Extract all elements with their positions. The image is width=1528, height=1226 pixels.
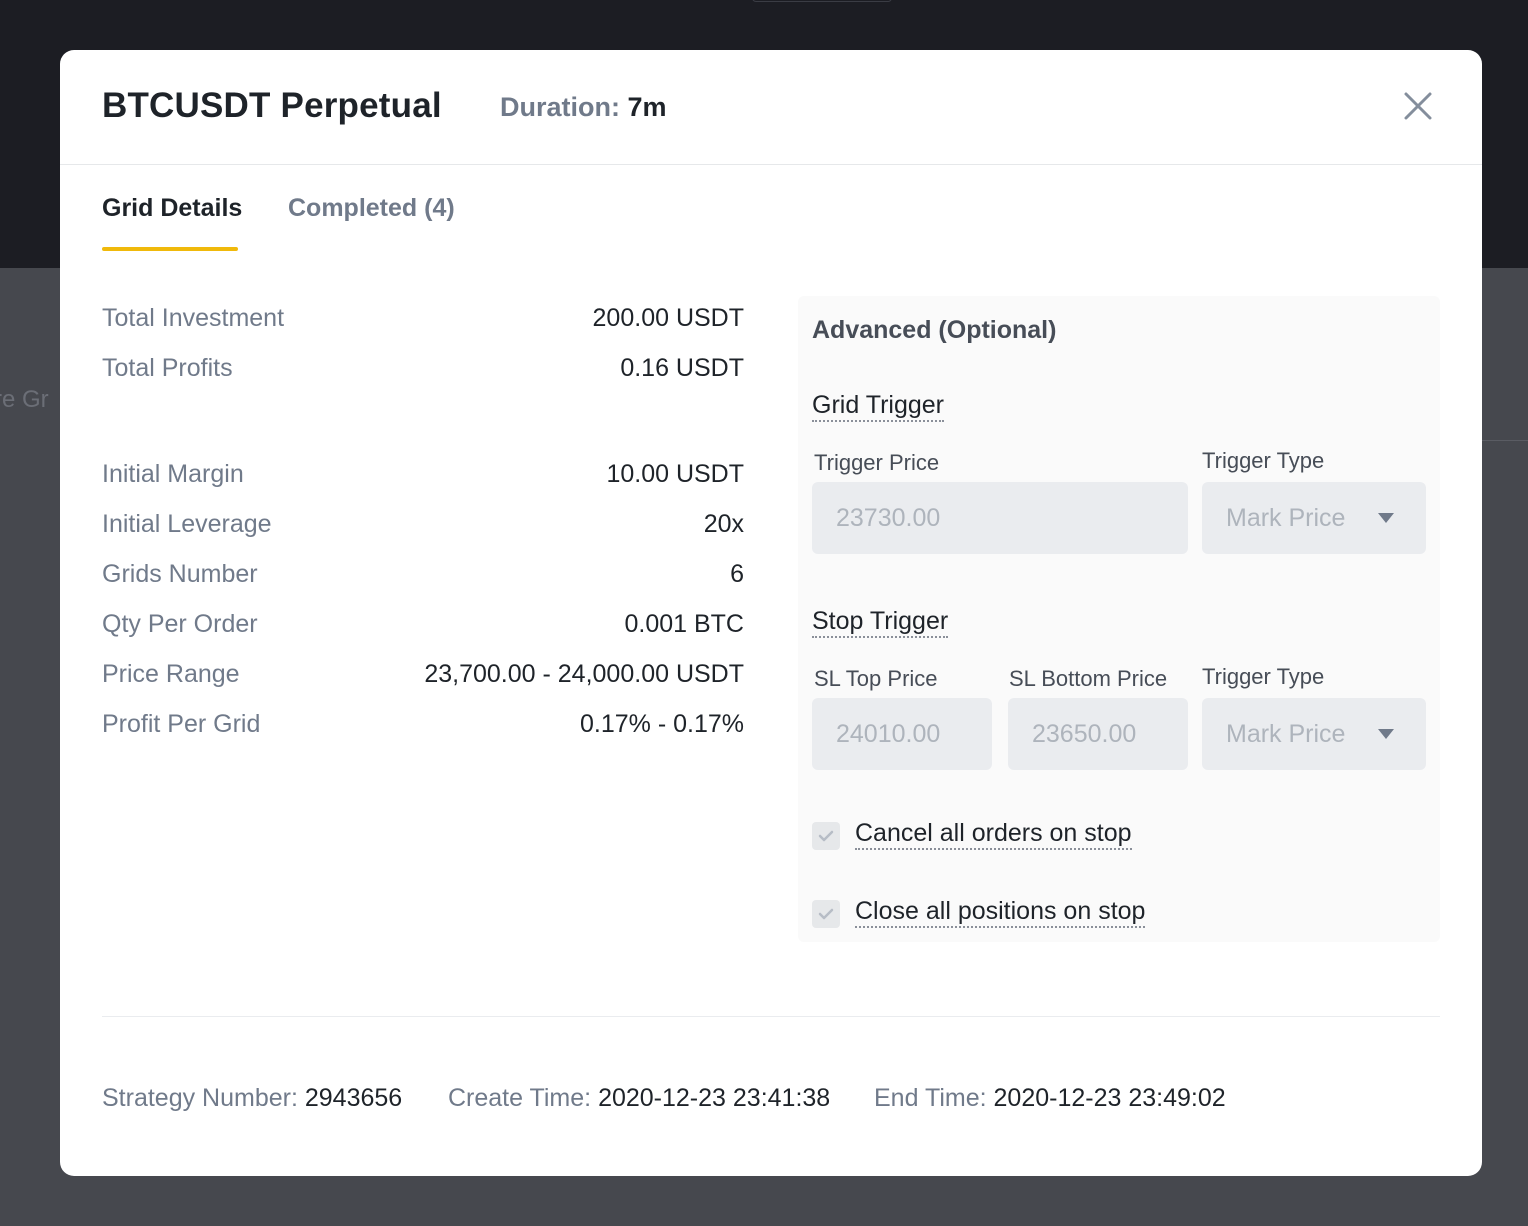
grid-trigger-title[interactable]: Grid Trigger [812, 390, 944, 422]
detail-value: 23,700.00 - 24,000.00 USDT [424, 660, 744, 688]
check-icon [818, 908, 834, 920]
detail-value: 6 [730, 560, 744, 588]
caret-down-icon [1378, 729, 1394, 739]
detail-row-profit-per-grid: Profit Per Grid 0.17% - 0.17% [102, 710, 744, 746]
modal-header: BTCUSDT Perpetual Duration: 7m [60, 50, 1482, 165]
stop-trigger-type-label: Trigger Type [1202, 664, 1325, 689]
create-time-value: 2020-12-23 23:41:38 [598, 1084, 831, 1112]
trigger-price-input[interactable]: 23730.00 [812, 482, 1188, 554]
close-button[interactable] [1398, 86, 1438, 126]
advanced-title: Advanced (Optional) [812, 316, 1057, 344]
strategy-number: Strategy Number: 2943656 [102, 1084, 402, 1113]
detail-row-price-range: Price Range 23,700.00 - 24,000.00 USDT [102, 660, 744, 696]
footer-divider [102, 1016, 1440, 1017]
grid-trigger-type-value: Mark Price [1226, 504, 1346, 532]
tab-completed[interactable]: Completed (4) [288, 194, 455, 222]
cancel-orders-label[interactable]: Cancel all orders on stop [855, 818, 1132, 850]
stop-trigger-title[interactable]: Stop Trigger [812, 606, 949, 638]
detail-label: Profit Per Grid [102, 710, 261, 738]
backdrop-side-text: re Grid [0, 386, 50, 413]
create-time-label: Create Time: [448, 1084, 592, 1112]
strategy-number-value: 2943656 [304, 1084, 403, 1112]
advanced-panel: Advanced (Optional) Grid Trigger Trigger… [798, 296, 1440, 942]
detail-label: Initial Margin [102, 460, 244, 488]
detail-label: Price Range [102, 660, 240, 688]
backdrop-pill [752, 0, 892, 2]
detail-row-total-profits: Total Profits 0.16 USDT [102, 354, 744, 390]
sl-top-price-input[interactable]: 24010.00 [812, 698, 992, 770]
detail-row-initial-leverage: Initial Leverage 20x [102, 510, 744, 546]
detail-row-initial-margin: Initial Margin 10.00 USDT [102, 460, 744, 496]
end-time: End Time: 2020-12-23 23:49:02 [874, 1084, 1226, 1113]
sl-bottom-price-label: SL Bottom Price [1009, 666, 1168, 691]
detail-label: Qty Per Order [102, 610, 258, 638]
duration: Duration: 7m [500, 92, 667, 123]
sl-bottom-price-input[interactable]: 23650.00 [1008, 698, 1188, 770]
detail-value: 0.17% - 0.17% [580, 710, 744, 738]
tab-grid-details[interactable]: Grid Details [102, 194, 243, 222]
end-time-value: 2020-12-23 23:49:02 [993, 1084, 1226, 1112]
strategy-number-label: Strategy Number: [102, 1084, 298, 1112]
trigger-price-label: Trigger Price [814, 450, 940, 475]
duration-value: 7m [627, 92, 667, 122]
detail-value: 20x [703, 510, 744, 538]
stop-trigger-type-value: Mark Price [1226, 720, 1346, 748]
duration-label: Duration: [500, 92, 620, 122]
detail-value: 200.00 USDT [592, 304, 744, 332]
caret-down-icon [1378, 513, 1394, 523]
detail-value: 0.16 USDT [620, 354, 744, 382]
close-positions-checkbox[interactable] [812, 900, 840, 928]
end-time-label: End Time: [874, 1084, 987, 1112]
grid-details-modal: BTCUSDT Perpetual Duration: 7m Grid Deta… [60, 50, 1482, 1176]
detail-row-qty-per-order: Qty Per Order 0.001 BTC [102, 610, 744, 646]
grid-trigger-type-label: Trigger Type [1202, 448, 1325, 473]
close-icon [1404, 92, 1432, 120]
detail-label: Grids Number [102, 560, 258, 588]
sl-top-price-label: SL Top Price [814, 666, 938, 691]
detail-label: Total Profits [102, 354, 233, 382]
detail-value: 10.00 USDT [606, 460, 744, 488]
detail-value: 0.001 BTC [624, 610, 744, 638]
modal-title: BTCUSDT Perpetual [102, 86, 442, 125]
backdrop-divider [1480, 440, 1528, 441]
cancel-orders-checkbox[interactable] [812, 822, 840, 850]
create-time: Create Time: 2020-12-23 23:41:38 [448, 1084, 830, 1113]
grid-trigger-type-select[interactable]: Mark Price [1202, 482, 1426, 554]
close-positions-label[interactable]: Close all positions on stop [855, 896, 1146, 928]
active-tab-indicator [102, 247, 238, 251]
detail-label: Total Investment [102, 304, 285, 332]
detail-row-total-investment: Total Investment 200.00 USDT [102, 304, 744, 340]
stop-trigger-type-select[interactable]: Mark Price [1202, 698, 1426, 770]
check-icon [818, 830, 834, 842]
detail-row-grids-number: Grids Number 6 [102, 560, 744, 596]
detail-label: Initial Leverage [102, 510, 272, 538]
